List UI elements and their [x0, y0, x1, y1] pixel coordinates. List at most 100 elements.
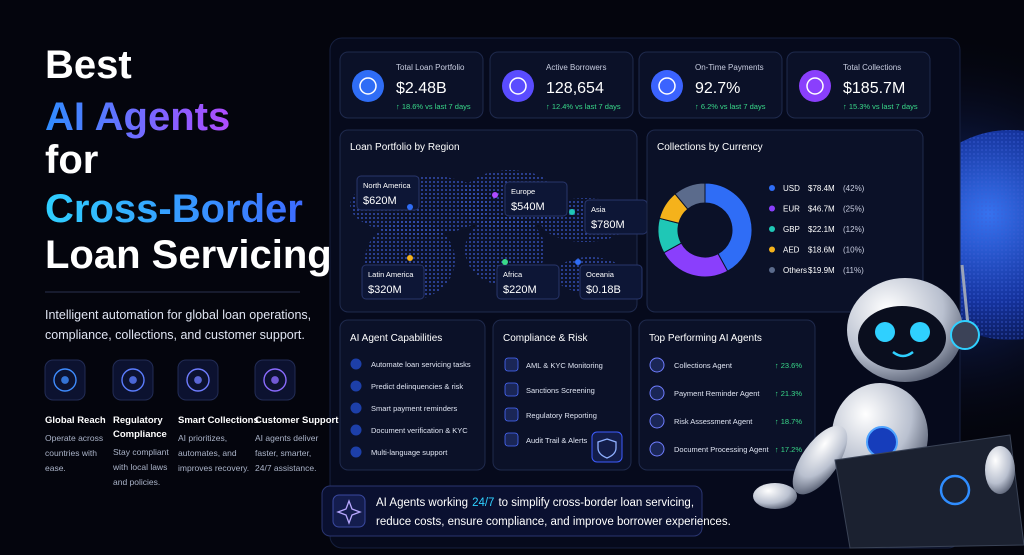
agent-name: Document Processing Agent: [674, 445, 770, 454]
legend-dot: [769, 267, 775, 273]
feature-description: Stay compliant: [113, 447, 169, 457]
feature-icon: [186, 368, 210, 392]
headline-line: for: [45, 138, 98, 182]
kpi-change: ↑ 6.2% vs last 7 days: [695, 102, 766, 111]
feature-title: Regulatory: [113, 415, 163, 426]
kpi-value: $185.7M: [843, 80, 905, 97]
legend-label: EUR: [783, 205, 800, 214]
kpi-label: Total Loan Portfolio: [396, 63, 465, 72]
agent-change: ↑ 21.3%: [775, 389, 802, 398]
kpi-card: [339, 51, 484, 119]
capability-item: Automate loan servicing tasks: [371, 360, 471, 369]
agent-name: Payment Reminder Agent: [674, 389, 760, 398]
region-value: $540M: [511, 201, 545, 213]
laptop-emblem: [939, 474, 971, 506]
feature-description: AI agents deliver: [255, 433, 318, 443]
feature-description: 24/7 assistance.: [255, 463, 316, 473]
feature-icon: [53, 368, 77, 392]
panel-title: Top Performing AI Agents: [649, 333, 762, 344]
kpi-card: [638, 51, 783, 119]
agent-name: Risk Assessment Agent: [674, 417, 753, 426]
banner: [321, 485, 703, 537]
panel-title: Compliance & Risk: [503, 333, 588, 344]
legend-label: Others: [783, 266, 807, 275]
compliance-icon: [504, 432, 519, 447]
region-value: $220M: [503, 284, 537, 296]
banner-line: reduce costs, ensure compliance, and imp…: [376, 516, 731, 528]
legend-share: (25%): [843, 205, 865, 214]
region-name: Asia: [591, 205, 606, 214]
feature-title: Global Reach: [45, 415, 106, 426]
feature-icon-core: [271, 376, 279, 384]
feature-description: improves recovery.: [178, 463, 249, 473]
region-dot: [502, 259, 508, 265]
headline-line: Cross-Border: [45, 187, 303, 231]
headline-line: Loan Servicing: [45, 233, 332, 277]
region-box: [579, 264, 643, 300]
feature-description: AI prioritizes,: [178, 433, 227, 443]
banner-part: to simplify cross-border loan servicing,: [498, 497, 694, 509]
robot-ear: [950, 320, 980, 350]
region-box: [361, 264, 425, 300]
agent-icon: [649, 357, 665, 373]
check-icon: [350, 358, 362, 370]
kpi-label: On-Time Payments: [695, 63, 764, 72]
feature-description: Operate across: [45, 433, 103, 443]
robot-eye: [910, 322, 930, 342]
feature-icon-core: [61, 376, 69, 384]
capability-item: Document verification & KYC: [371, 426, 468, 435]
kpi-icon-ring: [658, 77, 676, 95]
legend-share: (11%): [843, 266, 864, 275]
robot-hand: [753, 483, 797, 509]
legend-dot: [769, 246, 775, 253]
kpi-value: 128,654: [546, 80, 604, 97]
region-dot: [575, 259, 581, 265]
banner-line: AI Agents working 24/7 to simplify cross-b…: [376, 497, 694, 509]
robot-arm: [792, 425, 848, 495]
top-agents-panel: [638, 319, 816, 471]
kpi-icon-ring: [509, 77, 527, 95]
compliance-item: AML & KYC Monitoring: [526, 361, 603, 370]
legend-amount: $78.4M: [808, 184, 835, 193]
legend-label: AED: [783, 246, 800, 255]
agent-name: Collections Agent: [674, 361, 733, 370]
feature-icon: [121, 368, 145, 392]
robot-face: [858, 306, 946, 370]
capability-item: Multi-language support: [371, 448, 448, 457]
feature-icon: [263, 368, 287, 392]
kpi-label: Active Borrowers: [546, 63, 606, 72]
capability-item: Smart payment reminders: [371, 404, 458, 413]
kpi-value: 92.7%: [695, 80, 740, 97]
kpi-icon-ring: [806, 77, 824, 95]
robot-hand: [985, 446, 1015, 494]
feature-title: Compliance: [113, 429, 167, 440]
sparkle-icon: [336, 499, 362, 525]
region-dot: [492, 192, 498, 198]
kpi-icon: [502, 70, 534, 102]
banner-part: 24/7: [472, 497, 494, 509]
shield-icon: [597, 438, 617, 459]
headline-line: AI Agents: [45, 95, 230, 139]
robot-smile: [892, 350, 914, 358]
legend-share: (12%): [843, 225, 865, 234]
kpi-card: [786, 51, 931, 119]
compliance-icon: [504, 407, 519, 422]
check-icon: [350, 446, 362, 458]
shield-badge: [591, 431, 623, 463]
donut-segment: [674, 182, 706, 210]
feature-icon-core: [129, 376, 137, 384]
region-name: Africa: [503, 270, 523, 279]
feature-description: with local laws: [112, 462, 167, 472]
capability-item: Predict delinquencies & risk: [371, 382, 463, 391]
feature-icon-core: [194, 376, 202, 384]
legend-amount: $22.1M: [808, 225, 835, 234]
panel-title: AI Agent Capabilities: [350, 333, 442, 344]
feature-title: Customer Support: [255, 415, 339, 426]
panel-title: Collections by Currency: [657, 142, 763, 153]
agent-change: ↑ 23.6%: [775, 361, 802, 370]
kpi-icon: [651, 70, 683, 102]
region-dot: [407, 204, 413, 210]
subtitle: compliance, collections, and customer su…: [45, 328, 305, 342]
